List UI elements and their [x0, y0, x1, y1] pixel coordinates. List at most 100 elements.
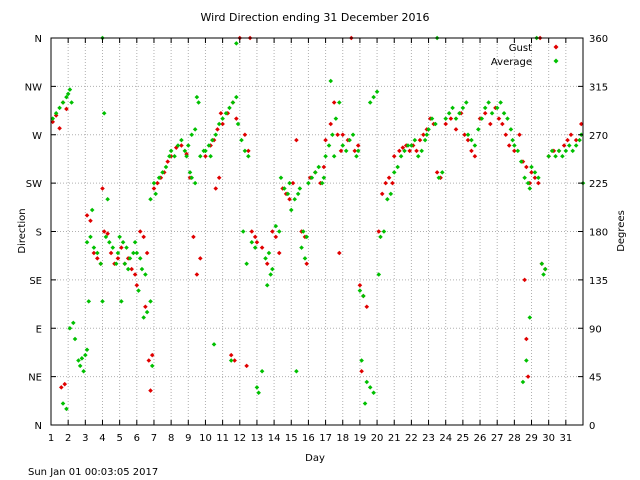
average-point	[117, 234, 122, 240]
x-tick-label: 4	[99, 433, 105, 444]
average-point	[556, 148, 562, 154]
gust-point	[91, 250, 97, 256]
average-point	[132, 239, 138, 245]
y-right-tick-label: 90	[589, 324, 602, 335]
average-point	[433, 121, 438, 127]
average-point	[120, 239, 126, 245]
average-point	[405, 143, 411, 148]
average-point	[297, 186, 303, 191]
gust-point	[141, 234, 146, 240]
gust-point	[115, 256, 121, 261]
average-point	[134, 250, 140, 256]
gust-point	[355, 143, 361, 148]
y-right-tick-label: 360	[589, 34, 608, 45]
average-point	[326, 143, 332, 148]
average-point	[91, 245, 97, 250]
gust-point	[294, 137, 299, 143]
average-point	[337, 100, 342, 105]
average-point	[189, 175, 195, 181]
gust-point	[194, 272, 200, 277]
average-point	[65, 91, 71, 97]
average-point	[300, 229, 306, 234]
gust-point	[254, 239, 260, 245]
x-tick-label: 18	[336, 433, 349, 444]
y-right-tick-label: 45	[589, 373, 602, 384]
average-point	[553, 153, 558, 159]
average-point	[270, 266, 275, 272]
gust-point	[462, 132, 467, 138]
x-tick-label: 24	[439, 433, 452, 444]
x-tick-label: 29	[525, 433, 538, 444]
average-point	[156, 175, 162, 181]
average-point	[350, 132, 356, 138]
gust-point	[216, 175, 222, 181]
x-tick-label: 10	[199, 433, 212, 444]
average-point	[520, 379, 526, 385]
average-point	[409, 143, 414, 148]
average-point	[206, 143, 212, 148]
average-point	[119, 299, 124, 304]
legend: Gust Average	[491, 43, 559, 68]
x-tick-label: 16	[302, 433, 315, 444]
gust-point	[57, 126, 62, 131]
average-point	[450, 105, 455, 111]
average-point	[213, 132, 219, 138]
gust-point	[448, 116, 454, 121]
average-point	[439, 170, 445, 175]
average-point	[285, 191, 291, 197]
average-point	[234, 94, 239, 100]
gust-point	[500, 121, 505, 127]
average-point	[60, 401, 66, 406]
x-tick-label: 9	[185, 433, 191, 444]
average-point	[469, 137, 474, 143]
gust-point	[561, 143, 567, 148]
average-point	[385, 196, 390, 202]
average-point	[402, 148, 407, 154]
average-point	[50, 116, 56, 121]
average-point	[306, 180, 311, 186]
average-point	[98, 261, 104, 267]
average-point	[361, 293, 366, 299]
gust-point	[379, 191, 385, 197]
gust-point	[536, 180, 541, 186]
gust-point	[264, 261, 270, 267]
average-point	[563, 148, 569, 154]
average-point	[395, 164, 400, 170]
average-point	[254, 385, 260, 390]
average-point	[192, 180, 198, 186]
gust-point	[105, 231, 110, 236]
average-point	[239, 137, 244, 143]
gust-point	[287, 196, 292, 202]
gust-point	[137, 229, 143, 234]
gust-point	[376, 229, 382, 234]
average-point	[182, 148, 188, 154]
gust-point	[101, 229, 107, 234]
average-point	[230, 100, 236, 105]
average-point	[163, 164, 169, 170]
average-point	[529, 164, 534, 170]
average-point	[266, 250, 272, 256]
gust-point	[434, 170, 440, 175]
average-point	[125, 266, 131, 272]
x-tick-label: 20	[371, 433, 384, 444]
average-point	[512, 143, 517, 148]
average-point	[153, 191, 158, 197]
gust-point	[50, 119, 56, 125]
gust-point	[417, 137, 423, 143]
average-point	[398, 153, 404, 159]
gust-point	[565, 137, 570, 143]
gust-point	[165, 159, 170, 164]
average-point	[304, 234, 310, 240]
gust-point	[512, 148, 517, 154]
gust-point	[488, 121, 493, 127]
gust-point	[143, 304, 148, 310]
average-point	[486, 100, 491, 105]
gust-point	[383, 180, 388, 186]
average-point	[357, 288, 363, 293]
average-point	[64, 406, 69, 412]
gust-point	[108, 250, 114, 256]
gust-point	[132, 272, 138, 277]
gust-point	[524, 336, 529, 342]
average-point	[527, 186, 533, 191]
